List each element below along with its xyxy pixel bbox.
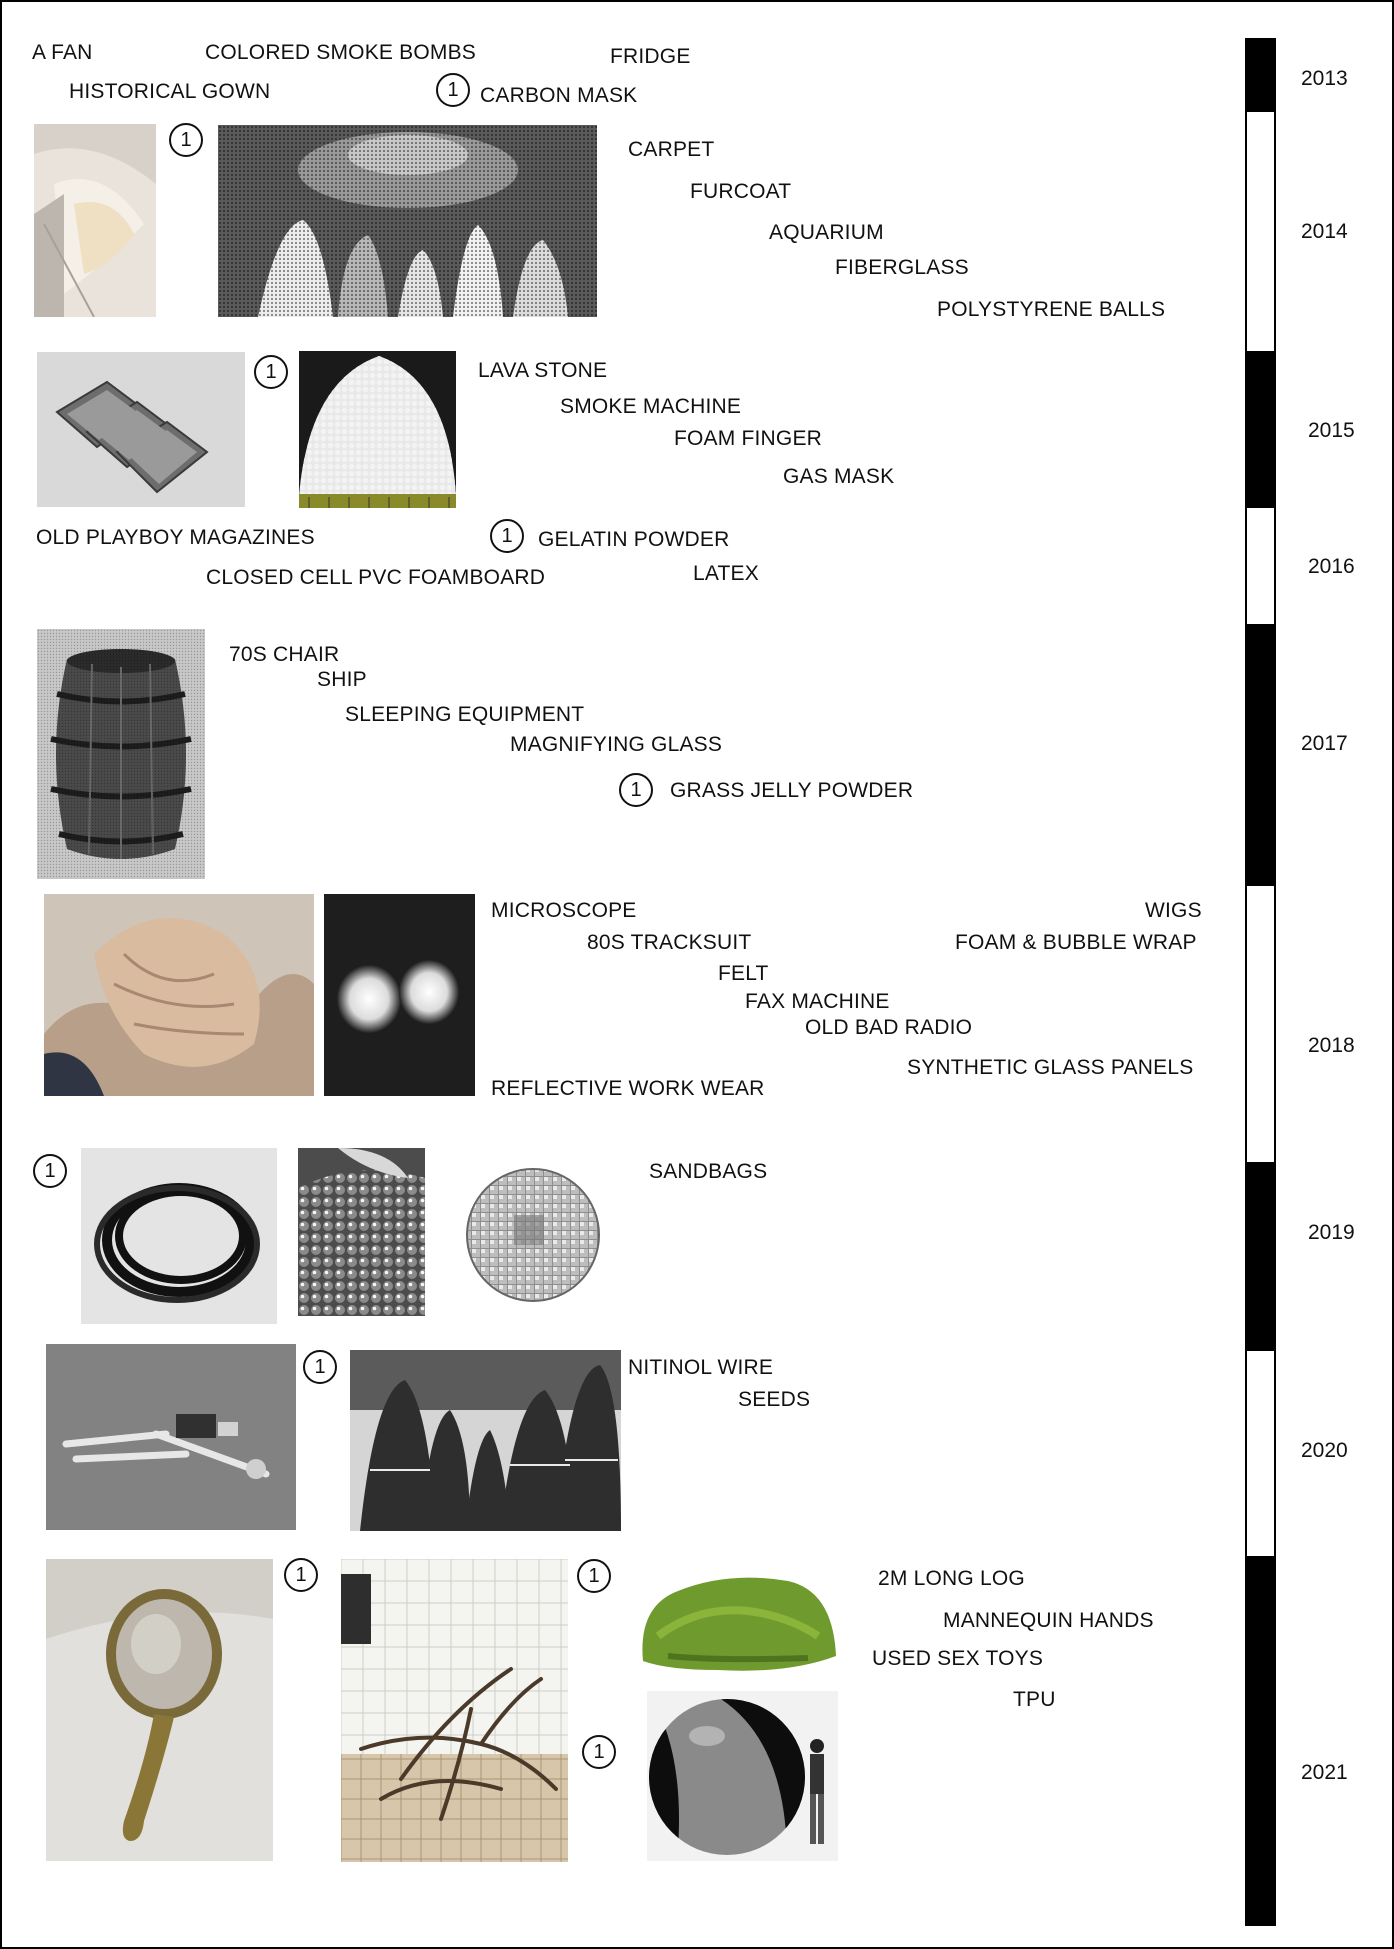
label-wigs: WIGS — [1145, 899, 1202, 922]
marker-1: 1 — [436, 73, 470, 107]
marker-1: 1 — [582, 1735, 616, 1769]
label-seeds: SEEDS — [738, 1388, 811, 1411]
photo-glowing-spheres — [324, 894, 475, 1096]
timeline-segment-2021 — [1245, 1556, 1276, 1926]
year-label-2016: 2016 — [1308, 555, 1355, 578]
photo-metal-beads — [298, 1148, 425, 1316]
label-old-playboy-magazines: OLD PLAYBOY MAGAZINES — [36, 526, 315, 549]
marker-1: 1 — [33, 1154, 67, 1188]
label-reflective-work-wear: REFLECTIVE WORK WEAR — [491, 1077, 765, 1100]
label-a-fan: A FAN — [32, 41, 93, 64]
year-label-2020: 2020 — [1301, 1439, 1348, 1462]
label-sleeping-equipment: SLEEPING EQUIPMENT — [345, 703, 585, 726]
photo-moss — [638, 1566, 838, 1676]
label-polystyrene-balls: POLYSTYRENE BALLS — [937, 298, 1166, 321]
label-fridge: FRIDGE — [610, 45, 691, 68]
timeline-segment-2020 — [1245, 1351, 1276, 1556]
label-sandbags: SANDBAGS — [649, 1160, 768, 1183]
label-foam-finger: FOAM FINGER — [674, 427, 823, 450]
photo-stretched-fabric-hand — [44, 894, 314, 1096]
photo-black-rubber-tubing — [81, 1148, 277, 1324]
label-70s-chair: 70S CHAIR — [229, 643, 340, 666]
label-felt: FELT — [718, 962, 769, 985]
label-fax-machine: FAX MACHINE — [745, 990, 890, 1013]
label-furcoat: FURCOAT — [690, 180, 792, 203]
year-label-2013: 2013 — [1301, 67, 1348, 90]
photo-disco-ball — [454, 1150, 612, 1315]
label-aquarium: AQUARIUM — [769, 221, 884, 244]
label-microscope: MICROSCOPE — [491, 899, 637, 922]
label-magnifying-glass: MAGNIFYING GLASS — [510, 733, 723, 756]
label-mannequin-hands: MANNEQUIN HANDS — [943, 1609, 1154, 1632]
label-lava-stone: LAVA STONE — [478, 359, 608, 382]
marker-1: 1 — [254, 355, 288, 389]
photo-branches-log — [341, 1559, 568, 1862]
label-closed-cell-pvc-foamboard: CLOSED CELL PVC FOAMBOARD — [206, 566, 546, 589]
photo-nitinol-wire-mechanism — [46, 1344, 296, 1530]
label-gas-mask: GAS MASK — [783, 465, 895, 488]
marker-1: 1 — [490, 519, 524, 553]
marker-1: 1 — [169, 123, 203, 157]
label-foam-bubble-wrap: FOAM & BUBBLE WRAP — [955, 931, 1197, 954]
timeline-segment-2019 — [1245, 1162, 1276, 1351]
label-carpet: CARPET — [628, 138, 715, 161]
label-2m-long-log: 2M LONG LOG — [878, 1567, 1025, 1590]
label-old-bad-radio: OLD BAD RADIO — [805, 1016, 973, 1039]
label-tpu: TPU — [1013, 1688, 1056, 1711]
marker-1: 1 — [577, 1559, 611, 1593]
label-80s-tracksuit: 80S TRACKSUIT — [587, 931, 752, 954]
photo-smoke-bombs-halftone — [218, 125, 597, 317]
marker-1: 1 — [303, 1350, 337, 1384]
label-smoke-machine: SMOKE MACHINE — [560, 395, 742, 418]
photo-giant-inflatable-ball — [647, 1691, 838, 1861]
year-label-2014: 2014 — [1301, 220, 1348, 243]
photo-polystyrene-balls — [299, 351, 456, 508]
label-historical-gown: HISTORICAL GOWN — [69, 80, 271, 103]
marker-1: 1 — [284, 1558, 318, 1592]
label-grass-jelly-powder: GRASS JELLY POWDER — [670, 779, 914, 802]
label-fiberglass: FIBERGLASS — [835, 256, 969, 279]
timeline-segment-2013 — [1245, 38, 1276, 112]
timeline-segment-2015 — [1245, 351, 1276, 508]
label-nitinol-wire: NITINOL WIRE — [628, 1356, 774, 1379]
year-label-2018: 2018 — [1308, 1034, 1355, 1057]
label-synthetic-glass-panels: SYNTHETIC GLASS PANELS — [907, 1056, 1194, 1079]
photo-rolled-foam-sheets — [34, 124, 156, 317]
year-label-2015: 2015 — [1308, 419, 1355, 442]
year-label-2021: 2021 — [1301, 1761, 1348, 1784]
label-ship: SHIP — [317, 668, 367, 691]
year-label-2017: 2017 — [1301, 732, 1348, 755]
timeline-segment-2014 — [1245, 112, 1276, 351]
timeline-segment-2018 — [1245, 886, 1276, 1162]
timeline-segment-2017 — [1245, 624, 1276, 886]
photo-wooden-barrel — [37, 629, 205, 879]
label-used-sex-toys: USED SEX TOYS — [872, 1647, 1044, 1670]
photo-hand-mirror — [46, 1559, 273, 1861]
label-latex: LATEX — [693, 562, 759, 585]
label-gelatin-powder: GELATIN POWDER — [538, 528, 730, 551]
year-label-2019: 2019 — [1308, 1221, 1355, 1244]
timeline-segment-2016 — [1245, 508, 1276, 624]
photo-foamboard-stack — [37, 352, 245, 507]
marker-1: 1 — [619, 773, 653, 807]
label-carbon-mask: CARBON MASK — [480, 84, 638, 107]
label-colored-smoke-bombs: COLORED SMOKE BOMBS — [205, 41, 477, 64]
photo-straw-bundles — [350, 1350, 621, 1531]
